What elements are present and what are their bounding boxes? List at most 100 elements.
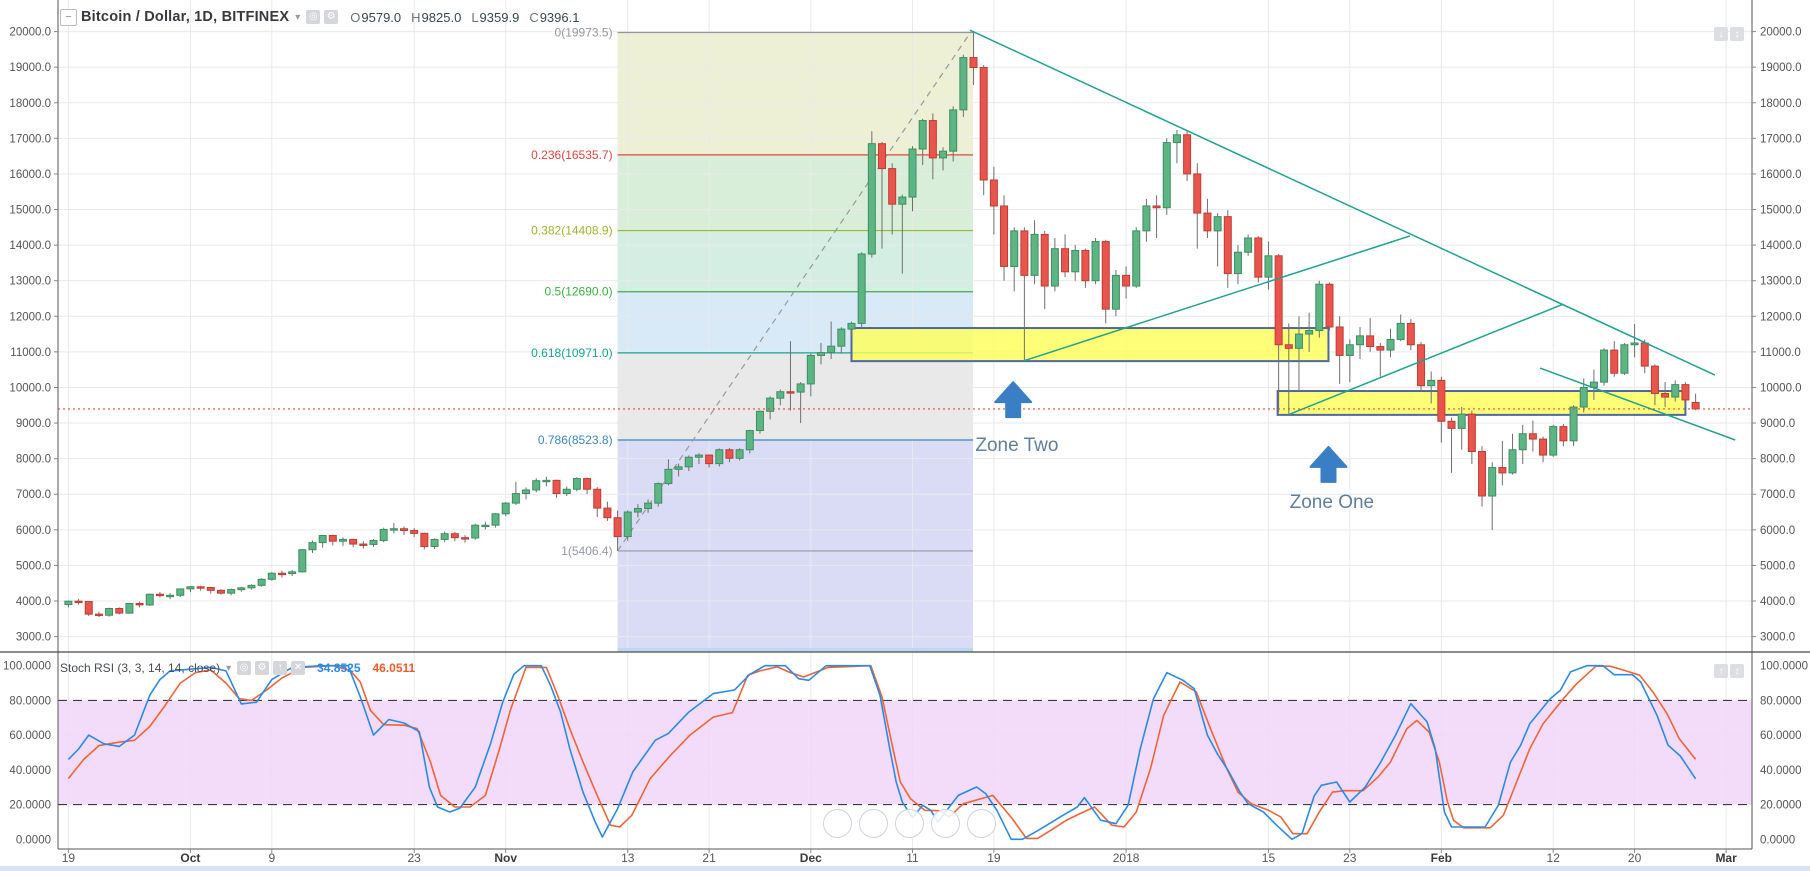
left-stoch-label: 60.0000 (9, 730, 51, 742)
hide-series-icon[interactable]: ◎ (306, 10, 321, 24)
stoch-indicator-title[interactable]: Stoch RSI (3, 3, 14, 14, close) (60, 661, 221, 675)
left-price-label: 9000.0 (16, 418, 51, 430)
candle-body (1183, 134, 1192, 175)
right-price-label: 15000.0 (1760, 205, 1802, 217)
candle-body (715, 449, 724, 465)
candle-body (1345, 344, 1354, 356)
right-stoch-label: 80.0000 (1760, 695, 1802, 707)
scroll-to-recent-icon[interactable]: ↓ (1714, 27, 1728, 41)
candle-body (1254, 237, 1263, 278)
stoch-move-pane-icon[interactable]: ↑ (273, 661, 288, 675)
right-price-label: 18000.0 (1760, 98, 1802, 110)
right-price-label: 4000.0 (1760, 596, 1795, 608)
candle-body (857, 253, 866, 324)
zoom-in-button[interactable] (931, 809, 960, 838)
scroll-right-button[interactable] (967, 809, 996, 838)
left-price-label: 3000.0 (16, 632, 51, 644)
ascending-support-jan-trendline[interactable] (1288, 303, 1564, 416)
candle-body (847, 322, 856, 330)
main-legend: − Bitcoin / Dollar, 1D, BITFINEX ▾ ◎ ⚙ O… (60, 8, 579, 26)
candle-body (939, 150, 948, 159)
candle-body (1549, 426, 1558, 456)
candle-body (1325, 283, 1334, 328)
right-stoch-label: 20.0000 (1760, 800, 1802, 812)
stoch-delete-icon[interactable]: ✕ (291, 661, 306, 675)
left-price-label: 13000.0 (9, 276, 51, 288)
descending-resistance-trendline[interactable] (969, 29, 1716, 376)
right-price-label: 16000.0 (1760, 169, 1802, 181)
right-stoch-label: 60.0000 (1760, 730, 1802, 742)
stoch-overbought-oversold-band (58, 700, 1752, 805)
zone-two-rect[interactable] (850, 327, 1330, 363)
candle-body (1040, 233, 1049, 287)
right-price-label: 19000.0 (1760, 62, 1802, 74)
stoch-k-line (67, 664, 1697, 841)
candle-body (1203, 212, 1212, 232)
candle-body (1010, 230, 1019, 267)
candle-body (145, 593, 154, 606)
descending-feb-trendline[interactable] (1539, 367, 1736, 441)
candle-body (1213, 216, 1222, 232)
zoom-out-button[interactable] (859, 809, 888, 838)
trend-lines[interactable] (969, 29, 1736, 441)
candle-body (1620, 344, 1629, 374)
fib-band (617, 230, 974, 292)
fib-level-label: 0.382(14408.9) (531, 224, 612, 238)
time-label: Dec (800, 851, 822, 865)
candle-body (979, 67, 988, 181)
candle-body (1071, 249, 1080, 273)
candle-body (1101, 241, 1110, 310)
candle-body (664, 468, 673, 485)
candle-body (654, 483, 663, 504)
candle-body (1467, 413, 1476, 453)
candle-body (196, 586, 205, 589)
candle-body (186, 586, 195, 590)
time-label: 23 (408, 851, 422, 865)
candle-body (1528, 433, 1537, 440)
zone-two-label[interactable]: Zone Two (975, 435, 1059, 456)
candle-body (237, 587, 246, 591)
zone-one-arrow[interactable] (1309, 445, 1348, 483)
reset-view-button[interactable] (895, 809, 924, 838)
main-autoscale-icon[interactable]: ↕ (1730, 27, 1744, 41)
zone-one-label[interactable]: Zone One (1289, 492, 1375, 514)
candle-body (837, 328, 846, 347)
stoch-autoscale-icon[interactable]: ↕ (1730, 664, 1744, 678)
candle-body (1681, 384, 1690, 401)
candle-body (125, 602, 134, 614)
stoch-maximize-icon[interactable]: ↑ (1714, 664, 1728, 678)
candle-body (898, 196, 907, 205)
stoch-visibility-icon[interactable]: ◎ (237, 661, 252, 675)
candle-body (1132, 230, 1141, 287)
series-settings-gear-icon[interactable]: ⚙ (324, 10, 339, 24)
symbol-title[interactable]: Bitcoin / Dollar, 1D, BITFINEX (81, 9, 290, 25)
left-stoch-label: 80.0000 (9, 695, 51, 707)
fib-band (617, 440, 974, 551)
left-price-label: 4000.0 (16, 596, 51, 608)
candle-body (1030, 233, 1039, 276)
zone-two-arrow[interactable] (994, 381, 1033, 419)
stoch-k-value: 34.8525 (317, 661, 361, 675)
candle-body (1600, 349, 1609, 383)
candle-body (227, 589, 236, 594)
stoch-dropdown-caret[interactable]: ▾ (226, 662, 232, 674)
ascending-support-dec-trendline[interactable] (1023, 235, 1411, 362)
candle-body (806, 354, 815, 385)
right-price-label: 14000.0 (1760, 240, 1802, 252)
candle-body (1142, 205, 1151, 232)
symbol-dropdown-caret[interactable]: ▾ (295, 11, 301, 23)
collapse-pane-icon[interactable]: − (60, 8, 77, 26)
left-price-label: 18000.0 (9, 98, 51, 110)
left-price-label: 14000.0 (9, 240, 51, 252)
candle-body (928, 120, 937, 159)
candle-body (298, 549, 307, 573)
candle-body (288, 571, 297, 575)
candle-body (1396, 322, 1405, 340)
fib-baseline-dashed[interactable] (617, 32, 971, 552)
right-price-label: 10000.0 (1760, 382, 1802, 394)
time-label: 12 (1547, 851, 1561, 865)
stoch-settings-gear-icon[interactable]: ⚙ (255, 661, 270, 675)
scroll-left-button[interactable] (823, 809, 852, 838)
candle-body (1539, 438, 1548, 456)
